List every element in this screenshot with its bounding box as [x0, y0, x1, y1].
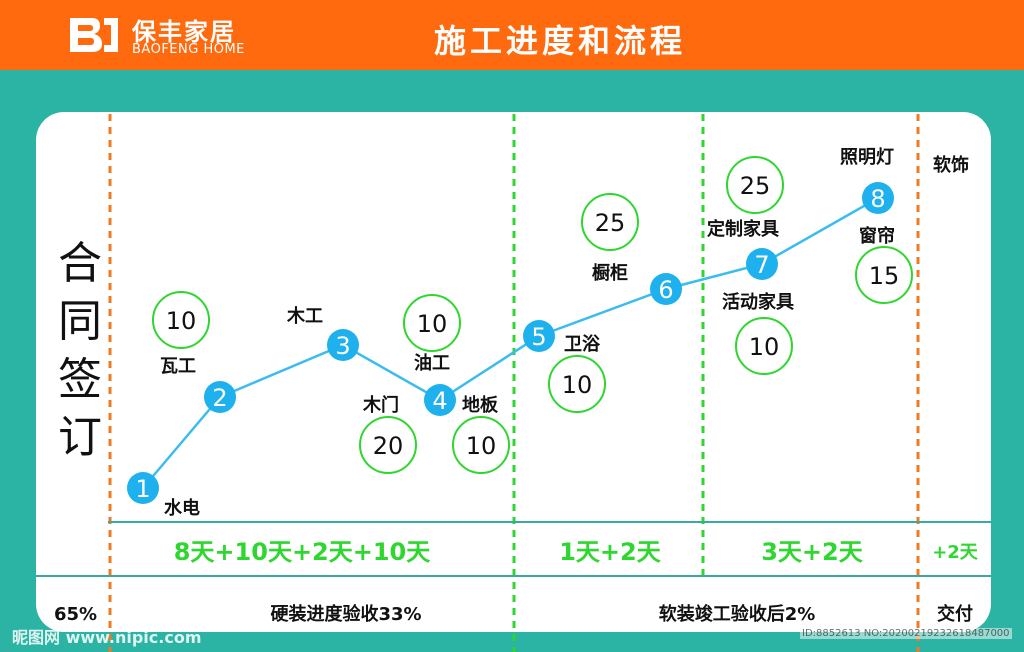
step-label-1: 水电: [164, 497, 200, 519]
svg-text:5: 5: [531, 323, 546, 351]
day-circle-8: 10: [749, 333, 780, 361]
brand-name: 保丰家居: [132, 18, 236, 46]
step-node-4: 4: [424, 384, 456, 416]
step-label-3: 木工: [286, 305, 323, 327]
label-curtain: 窗帘: [859, 225, 895, 247]
brand-name-en: BAOFENG HOME: [132, 42, 245, 57]
svg-text:2: 2: [212, 384, 227, 412]
svg-text:1: 1: [135, 475, 150, 503]
step-node-1: 1: [127, 472, 159, 504]
brand-logo-icon: [70, 18, 118, 52]
pct-left: 65%: [54, 604, 97, 625]
day-circle-1: 10: [166, 307, 197, 335]
header-bar: 保丰家居 BAOFENG HOME 施工进度和流程: [0, 0, 1024, 70]
day-circle-6: 25: [595, 209, 626, 237]
page-title: 施工进度和流程: [433, 22, 686, 60]
hard-check-label: 硬装进度验收33%: [270, 603, 421, 625]
softdeco-label: 软饰: [933, 154, 969, 176]
svg-text:7: 7: [754, 251, 769, 279]
svg-text:8: 8: [870, 185, 885, 213]
svg-text:3: 3: [335, 332, 350, 360]
step-node-5: 5: [523, 320, 555, 352]
label-door: 木门: [362, 394, 399, 416]
contract-label-3: 签: [58, 354, 102, 405]
watermark-id: ID:8852613 NO:20200219232618487000: [800, 628, 1012, 639]
delivery-label: 交付: [937, 603, 973, 625]
watermark-site: 昵图网 www.nipic.com: [12, 628, 202, 647]
duration-hard: 8天+10天+2天+10天: [174, 538, 431, 566]
label-floor: 地板: [462, 394, 499, 416]
step-node-8: 8: [862, 182, 894, 214]
day-circle-4: 10: [466, 432, 497, 460]
step-node-3: 3: [327, 329, 359, 361]
contract-label-4: 订: [58, 412, 102, 463]
duration-soft: 1天+2天: [559, 538, 661, 566]
contract-label-1: 合: [58, 238, 102, 289]
day-circle-2: 10: [417, 310, 448, 338]
soft-check-label: 软装竣工验收后2%: [659, 603, 816, 625]
step-label-4: 油工: [414, 352, 450, 374]
progress-line: [142, 196, 879, 489]
step-node-6: 6: [650, 273, 682, 305]
duration-softdeco: +2天: [932, 542, 979, 563]
step-node-2: 2: [204, 381, 236, 413]
step-label-8: 照明灯: [840, 147, 894, 168]
step-label-7: 定制家具: [707, 218, 779, 240]
svg-text:6: 6: [658, 276, 673, 304]
day-circle-9: 15: [869, 262, 900, 290]
label-movable-furniture: 活动家具: [722, 291, 794, 313]
step-label-6: 橱柜: [592, 262, 628, 284]
step-label-2: 瓦工: [160, 356, 196, 377]
step-node-7: 7: [746, 248, 778, 280]
duration-furniture: 3天+2天: [761, 538, 863, 566]
contract-label-2: 同: [58, 296, 102, 347]
step-label-5: 卫浴: [564, 334, 601, 355]
day-circle-7: 25: [740, 172, 771, 200]
day-circle-3: 20: [373, 432, 404, 460]
day-circle-5: 10: [562, 371, 593, 399]
svg-text:4: 4: [432, 387, 447, 415]
